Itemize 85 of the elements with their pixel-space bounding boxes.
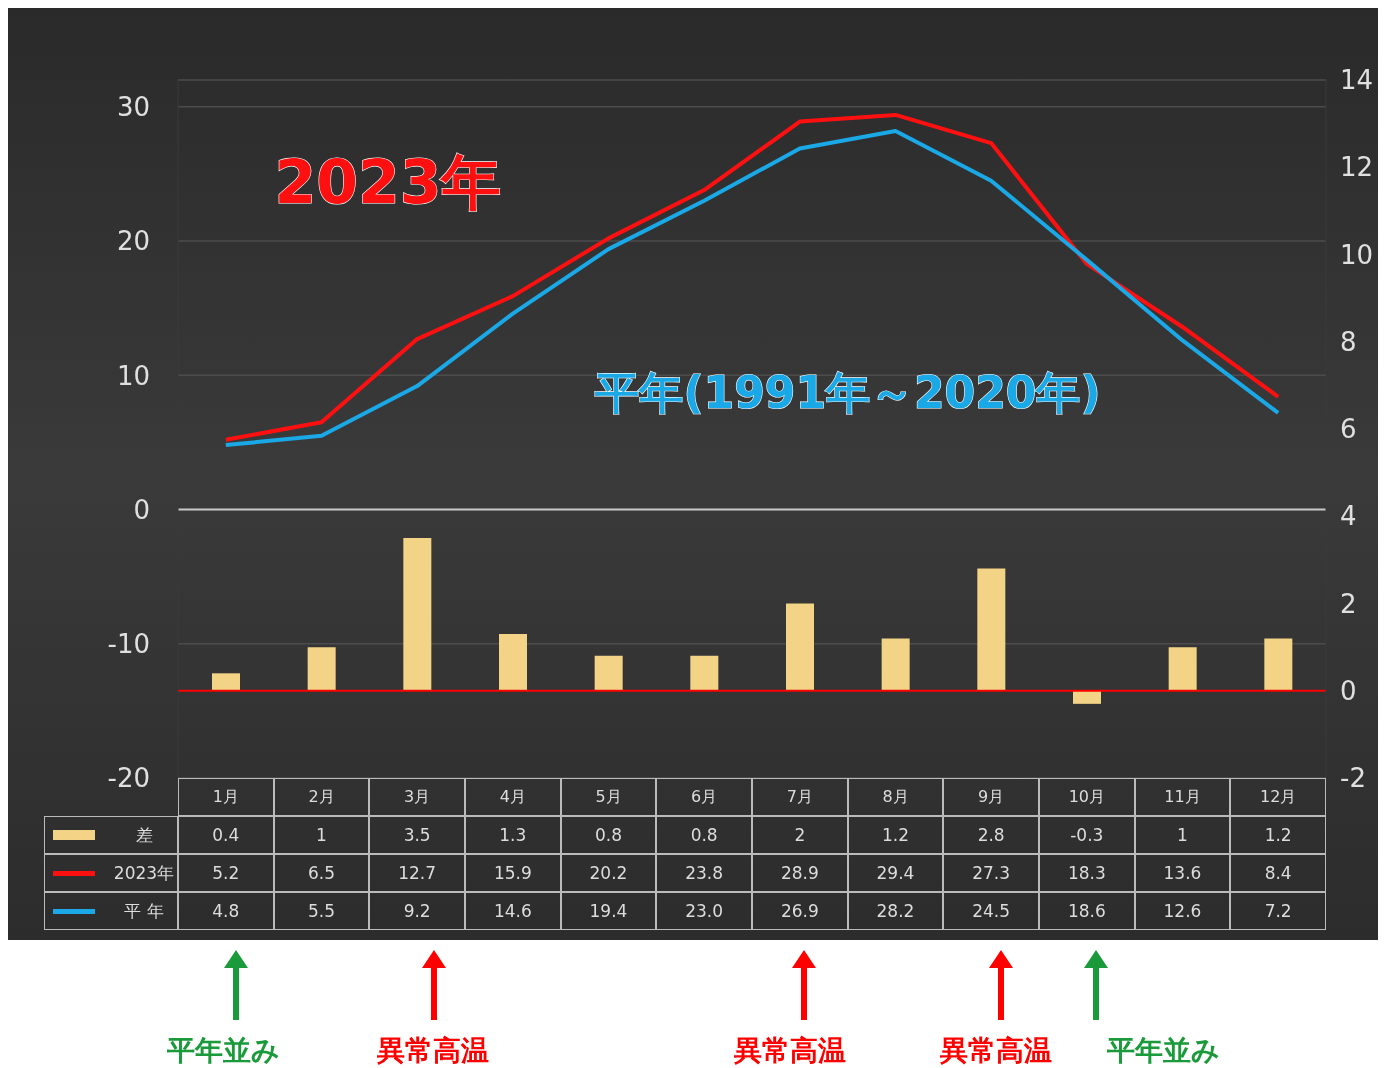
data-label: 24.5 [943, 892, 1039, 930]
data-label: 0.4 [178, 816, 274, 854]
data-label: 12.7 [369, 854, 465, 892]
bar [1168, 647, 1197, 691]
data-label: -0.3 [1039, 816, 1135, 854]
data-label: 4.8 [178, 892, 274, 930]
data-label: 6.5 [273, 854, 370, 892]
y2-tick-label: 6 [1340, 414, 1357, 445]
x-tick-label: 2月 [273, 778, 370, 816]
data-label: 1 [273, 816, 370, 854]
x-tick-label: 1月 [178, 778, 274, 816]
x-tick-label: 8月 [847, 778, 944, 816]
y2-tick-label: 4 [1340, 501, 1357, 532]
data-label: 14.6 [465, 892, 561, 930]
text: 異常高温 [376, 1033, 490, 1068]
y-tick-label: 20 [116, 226, 150, 257]
bar [594, 655, 623, 691]
data-label: 29.4 [847, 854, 944, 892]
y-tick-label: -10 [107, 629, 150, 659]
data-label: 20.2 [560, 854, 657, 892]
x-tick-label: 5月 [560, 778, 657, 816]
y2-tick-label: 10 [1340, 239, 1374, 270]
annotation: 2023年 [274, 147, 502, 217]
data-label: 23.8 [656, 854, 752, 892]
bar [1264, 638, 1293, 691]
bar [1073, 690, 1101, 704]
data-label: 1.2 [847, 816, 944, 854]
data-label: 0.8 [560, 816, 657, 854]
y-tick-label: -20 [107, 763, 150, 794]
y2-tick-label: -2 [1340, 763, 1366, 794]
y-tick-label: 30 [116, 92, 150, 123]
legend-label: 差 [134, 823, 154, 847]
data-label: 28.9 [752, 854, 848, 892]
text: 平年並み [1105, 1033, 1221, 1068]
data-label: 13.6 [1134, 854, 1231, 892]
data-label: 5.5 [273, 892, 370, 930]
annotation: 平年(1991年～2020年) [595, 367, 1101, 418]
legend-label: 2023年 [112, 861, 176, 885]
y-tick-label: 0 [133, 494, 150, 525]
bar [977, 568, 1006, 691]
x-tick-label: 3月 [369, 778, 465, 816]
x-tick-label: 7月 [752, 778, 848, 816]
bar [212, 673, 240, 691]
data-label: 7.2 [1230, 892, 1326, 930]
data-label: 1.2 [1230, 816, 1326, 854]
data-label: 2.8 [943, 816, 1039, 854]
x-tick-label: 11月 [1134, 778, 1231, 816]
text: 平年並み [165, 1033, 281, 1068]
text: 異常高温 [939, 1033, 1053, 1068]
x-tick-label: 12月 [1230, 778, 1326, 816]
data-label: 3.5 [369, 816, 465, 854]
y-tick-label: 10 [116, 360, 150, 391]
data-label: 28.2 [847, 892, 944, 930]
y2-tick-label: 0 [1340, 675, 1357, 706]
data-label: 8.4 [1230, 854, 1326, 892]
bar [786, 603, 814, 691]
text: 異常高温 [733, 1033, 847, 1068]
bar [499, 634, 527, 691]
x-tick-label: 10月 [1039, 778, 1135, 816]
bar [690, 655, 719, 691]
data-label: 12.6 [1134, 892, 1231, 930]
bar [307, 647, 336, 691]
x-tick-label: 6月 [656, 778, 752, 816]
data-label: 15.9 [465, 854, 561, 892]
data-label: 19.4 [560, 892, 657, 930]
data-label: 5.2 [178, 854, 274, 892]
bar [881, 638, 910, 691]
data-label: 0.8 [656, 816, 752, 854]
data-label: 26.9 [752, 892, 848, 930]
y2-tick-label: 8 [1340, 326, 1357, 357]
data-label: 27.3 [943, 854, 1039, 892]
x-tick-label: 9月 [943, 778, 1039, 816]
x-tick-label: 4月 [465, 778, 561, 816]
y2-tick-label: 2 [1340, 588, 1357, 619]
data-label: 9.2 [369, 892, 465, 930]
data-label: 2 [752, 816, 848, 854]
y2-tick-label: 12 [1340, 152, 1374, 183]
data-label: 23.0 [656, 892, 752, 930]
data-label: 1.3 [465, 816, 561, 854]
data-label: 1 [1134, 816, 1231, 854]
bar [403, 538, 432, 691]
y2-tick-label: 14 [1340, 65, 1374, 96]
legend-label: 平 年 [123, 899, 165, 923]
data-label: 18.3 [1039, 854, 1135, 892]
data-label: 18.6 [1039, 892, 1135, 930]
